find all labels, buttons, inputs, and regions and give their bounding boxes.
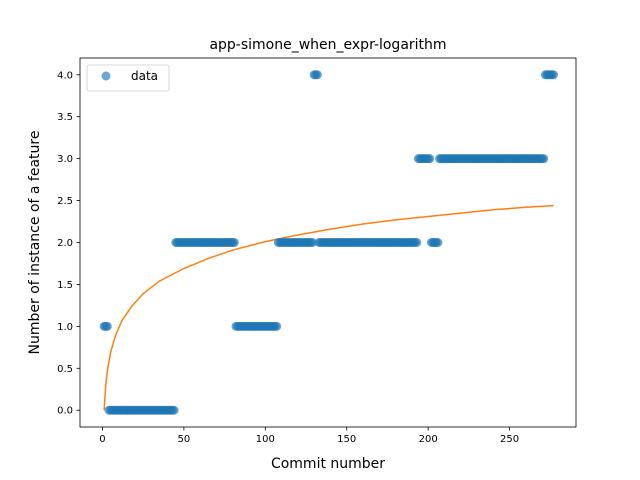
x-tick-label: 0 — [99, 434, 105, 445]
y-tick-label: 4.0 — [57, 70, 73, 81]
y-tick-label: 2.5 — [57, 196, 73, 207]
y-tick-label: 3.0 — [57, 154, 73, 165]
x-axis-label: Commit number — [271, 456, 385, 472]
chart-title: app-simone_when_expr-logarithm — [209, 37, 446, 53]
data-point — [549, 70, 559, 80]
legend-label: data — [131, 69, 158, 83]
fit-curve-line — [103, 204, 554, 411]
data-point — [169, 405, 179, 415]
y-axis-ticks: 0.0 0.5 1.0 1.5 2.0 2.5 3.0 3.5 4.0 — [57, 70, 80, 417]
y-tick-label: 0.5 — [57, 364, 73, 375]
fit-layer — [103, 204, 554, 411]
legend-marker — [101, 71, 111, 81]
data-point — [312, 70, 322, 80]
data-points — [99, 70, 559, 415]
data-point — [425, 154, 435, 164]
x-tick-label: 200 — [419, 434, 438, 445]
legend: data — [86, 64, 170, 92]
y-tick-label: 0.0 — [57, 406, 73, 417]
x-axis-ticks: 0 50 100 150 200 250 — [99, 427, 519, 445]
y-tick-label: 1.0 — [57, 322, 73, 333]
x-tick-label: 50 — [178, 434, 191, 445]
data-point — [308, 238, 318, 247]
y-tick-label: 2.0 — [57, 238, 73, 249]
x-tick-label: 250 — [500, 434, 519, 445]
x-tick-label: 100 — [256, 434, 275, 445]
data-point — [229, 238, 239, 247]
data-point — [433, 238, 443, 247]
y-tick-label: 1.5 — [57, 280, 73, 291]
y-axis-label: Number of instance of a feature — [27, 131, 43, 355]
data-point — [412, 238, 422, 247]
y-tick-label: 3.5 — [57, 112, 73, 123]
data-point — [539, 154, 549, 164]
data-point — [272, 321, 282, 331]
legend-box — [86, 64, 170, 92]
data-point — [102, 321, 112, 331]
x-tick-label: 150 — [337, 434, 356, 445]
